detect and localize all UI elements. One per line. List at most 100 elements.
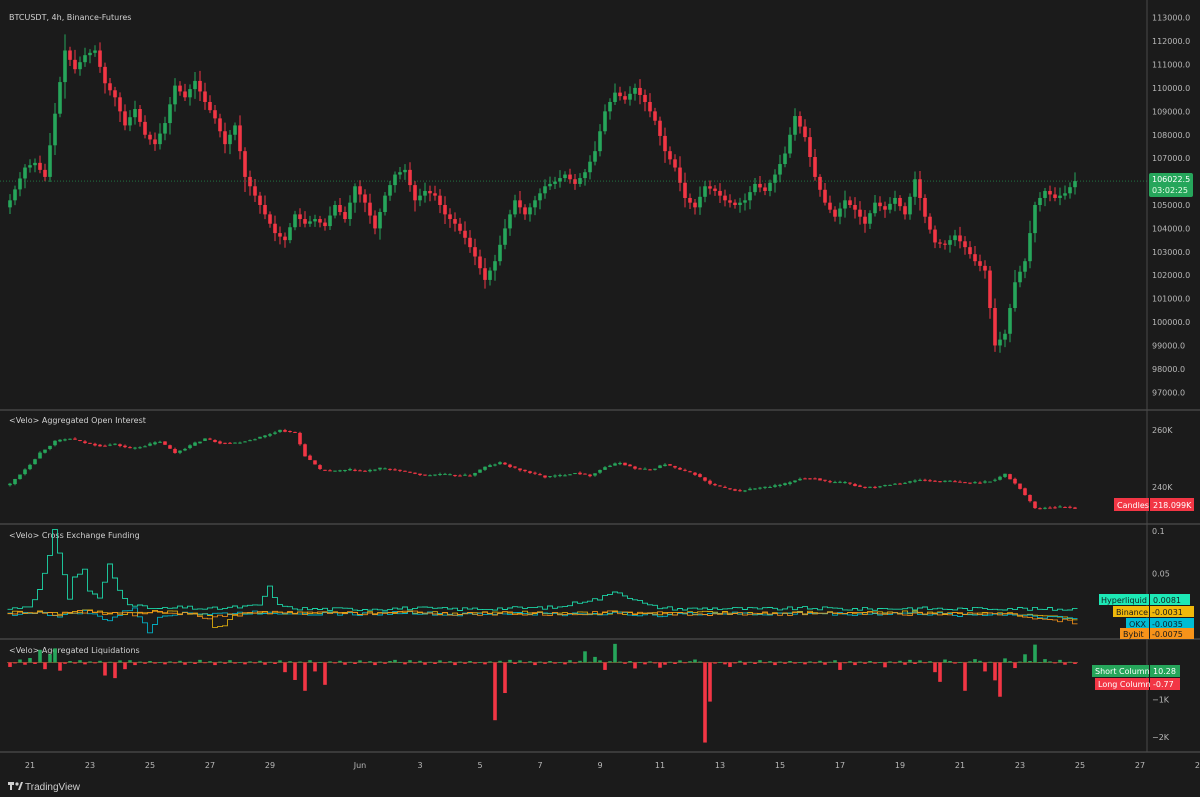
time-axis[interactable]: 21 23 25 27 29 Jun 3 5 7 9 11 13 15 17 19 21 23 25 27 29 — [25, 761, 1200, 770]
oi-candle-63 — [323, 469, 327, 471]
oi-candle-77 — [393, 469, 397, 471]
liquidation-bar-74 — [378, 661, 382, 663]
oi-candle-105 — [533, 472, 537, 474]
price-candle-192 — [968, 247, 972, 255]
time-label-12: 15 — [775, 761, 785, 770]
oi-candle-164 — [828, 481, 832, 483]
liquidation-bar-99 — [503, 662, 507, 694]
liquidation-bar-84 — [428, 661, 432, 663]
oi-candle-139 — [703, 477, 707, 481]
legend-okx-value: -0.0035 — [1152, 620, 1183, 629]
liquidation-bar-5 — [33, 662, 37, 664]
liquidation-bar-190 — [958, 661, 962, 663]
oi-candle-168 — [848, 482, 852, 484]
liquidations-axis-ticks[interactable]: −1K −2K — [1152, 696, 1170, 742]
price-candle-206 — [1038, 197, 1042, 205]
price-candle-184 — [928, 216, 932, 230]
price-candle-105 — [533, 200, 537, 208]
oi-candle-141 — [713, 484, 717, 486]
liquidation-bar-116 — [588, 661, 592, 663]
price-candle-157 — [793, 116, 797, 135]
price-candle-131 — [663, 135, 667, 152]
funding-axis-ticks[interactable]: 0.1 0.05 — [1152, 527, 1170, 578]
liquidation-bar-146 — [738, 660, 742, 663]
axis-tick-price-ticks-14: 99000.0 — [1152, 341, 1185, 350]
price-candle-5 — [33, 162, 37, 166]
legend-binance-bg — [1113, 606, 1149, 617]
funding-lines — [7, 529, 1078, 634]
liquidation-bar-152 — [768, 661, 772, 663]
price-candle-12 — [68, 50, 72, 60]
tradingview-logo[interactable]: TradingView — [8, 782, 81, 793]
oi-candle-55 — [283, 430, 287, 432]
oi-value-bg — [1150, 498, 1194, 511]
liquidation-bar-6 — [38, 649, 42, 663]
price-candle-133 — [673, 159, 677, 168]
liquidation-bar-178 — [898, 660, 902, 663]
tradingview-wordmark: TradingView — [25, 782, 81, 793]
liquidation-bar-29 — [153, 662, 157, 664]
pane-separators[interactable] — [0, 0, 1200, 753]
oi-candle-5 — [33, 459, 37, 465]
oi-candle-154 — [778, 484, 782, 486]
price-candle-116 — [588, 161, 592, 173]
price-candle-158 — [798, 116, 802, 127]
liquidation-bar-156 — [788, 660, 792, 663]
liquidation-bar-61 — [313, 662, 317, 672]
price-candle-16 — [88, 52, 92, 56]
tradingview-icon — [8, 782, 23, 790]
liquidation-bar-109 — [553, 662, 557, 664]
oi-candle-36 — [188, 445, 192, 449]
price-candle-197 — [993, 308, 997, 346]
liquidation-bar-161 — [813, 662, 817, 664]
oi-candle-137 — [693, 472, 697, 475]
oi-candle-200 — [1008, 474, 1012, 480]
price-candle-54 — [278, 233, 282, 237]
oi-candle-193 — [973, 482, 977, 484]
price-candle-28 — [148, 134, 152, 140]
price-candle-61 — [313, 219, 317, 222]
price-axis-ticks[interactable]: 113000.0 112000.0 111000.0 110000.0 109000.0… — [1152, 14, 1190, 398]
price-candle-164 — [828, 202, 832, 210]
price-candle-0 — [8, 200, 12, 208]
oi-candle-9 — [53, 440, 57, 446]
oi-candle-136 — [688, 471, 692, 473]
oi-candle-117 — [593, 473, 597, 476]
oi-candle-69 — [353, 469, 357, 471]
oi-candle-10 — [58, 439, 62, 442]
axis-tick-price-ticks-16: 97000.0 — [1152, 388, 1185, 397]
liquidation-bar-58 — [298, 661, 302, 663]
price-candle-72 — [368, 202, 372, 216]
legend-hyperliquid-bg — [1099, 594, 1149, 605]
liquidation-bar-154 — [778, 661, 782, 663]
oi-candle-17 — [93, 443, 97, 446]
liquidation-bar-23 — [123, 662, 127, 670]
liquidation-bar-153 — [773, 662, 777, 666]
price-candle-77 — [393, 174, 397, 186]
price-candle-43 — [223, 131, 227, 145]
price-candle-204 — [1028, 233, 1032, 262]
funding-legend: Hyperliquid 0.0081 Binance -0.0031 OKX -… — [1099, 594, 1194, 639]
price-candle-134 — [678, 167, 682, 183]
oi-candle-213 — [1073, 507, 1077, 509]
price-candle-191 — [963, 241, 967, 248]
legend-bybit-bg — [1120, 628, 1149, 639]
price-candle-144 — [728, 200, 732, 203]
liquidation-bar-71 — [363, 662, 367, 664]
oi-candle-45 — [233, 442, 237, 444]
axis-tick-price-ticks-9: 104000.0 — [1152, 224, 1190, 233]
oi-candle-190 — [958, 481, 962, 483]
price-candle-65 — [333, 205, 337, 216]
price-candle-79 — [403, 169, 407, 173]
price-candle-95 — [483, 268, 487, 280]
price-candle-90 — [458, 223, 462, 231]
axis-tick-price-ticks-5: 108000.0 — [1152, 131, 1190, 140]
oi-candle-113 — [573, 472, 577, 474]
liquidation-bar-210 — [1058, 659, 1062, 663]
oi-candle-163 — [823, 479, 827, 481]
liquidation-bar-66 — [338, 660, 342, 663]
legend-bybit-value: -0.0075 — [1152, 630, 1183, 639]
oi-axis-ticks[interactable]: 260K 240K — [1152, 426, 1173, 492]
oi-candle-133 — [673, 466, 677, 468]
